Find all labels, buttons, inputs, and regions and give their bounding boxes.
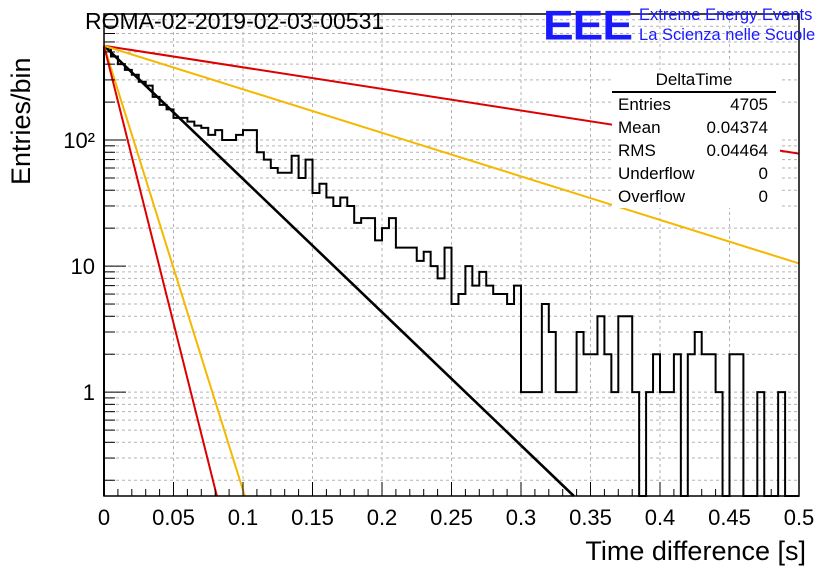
grid-lines [104, 14, 799, 496]
series-line [103, 44, 800, 265]
x-axis-label: Time difference [s] [585, 536, 806, 566]
x-tick-label: 0.45 [708, 505, 751, 530]
stats-value: 0.04374 [706, 118, 768, 137]
x-tick-label: 0.5 [784, 505, 815, 530]
series-line [103, 44, 575, 497]
brand-line-2: La Scienza nelle Scuole [639, 26, 816, 44]
x-tick-label: 0.35 [569, 505, 612, 530]
stats-value: 0.04464 [706, 141, 768, 160]
brand-text: Extreme Energy Events La Scienza nelle S… [639, 5, 815, 45]
histogram-steps [103, 46, 799, 497]
brand-line-1: Extreme Energy Events [639, 6, 813, 24]
stats-box: DeltaTime Entries 4705 Mean 0.04374 RMS … [612, 70, 780, 208]
y-tick-label: 10 [71, 254, 95, 279]
y-axis-label: Entries/bin [6, 57, 36, 185]
stats-row-rms: RMS 0.04464 [612, 139, 780, 162]
x-tick-label: 0.2 [367, 505, 398, 530]
stats-label: RMS [618, 141, 656, 160]
stats-row-entries: Entries 4705 [612, 93, 780, 116]
tick-labels: 0 0.05 0.1 0.15 0.2 0.25 0.3 0.35 0.4 0.45 0.5 1 10 1… [63, 128, 814, 530]
y-tick-label: 10² [63, 128, 95, 153]
x-tick-label: 0.05 [152, 505, 195, 530]
series-line [103, 45, 246, 497]
stats-row-mean: Mean 0.04374 [612, 116, 780, 139]
axis-ticks [103, 19, 800, 496]
stats-label: Underflow [618, 164, 695, 183]
stats-value: 0 [758, 164, 768, 183]
x-tick-label: 0.25 [430, 505, 473, 530]
y-tick-label: 1 [83, 380, 95, 405]
x-tick-label: 0.3 [506, 505, 537, 530]
x-tick-label: 0.15 [291, 505, 334, 530]
histogram-group [103, 46, 799, 497]
stats-label: Mean [618, 118, 661, 137]
eee-logo: EEE [543, 1, 633, 49]
stats-value: 0 [758, 187, 768, 206]
stats-value: 4705 [730, 95, 768, 114]
x-tick-label: 0.1 [228, 505, 259, 530]
x-tick-label: 0 [98, 505, 110, 530]
stats-label: Overflow [618, 187, 686, 206]
eee-brand: EEE Extreme Energy Events La Scienza nel… [543, 2, 815, 48]
chart-title: ROMA-02-2019-02-03-00531 [85, 8, 385, 34]
stats-row-underflow: Underflow 0 [612, 162, 780, 185]
x-tick-label: 0.4 [645, 505, 676, 530]
stats-label: Entries [618, 95, 671, 114]
stats-row-overflow: Overflow 0 [612, 185, 780, 208]
stats-title: DeltaTime [612, 70, 776, 93]
series-line [103, 45, 218, 497]
